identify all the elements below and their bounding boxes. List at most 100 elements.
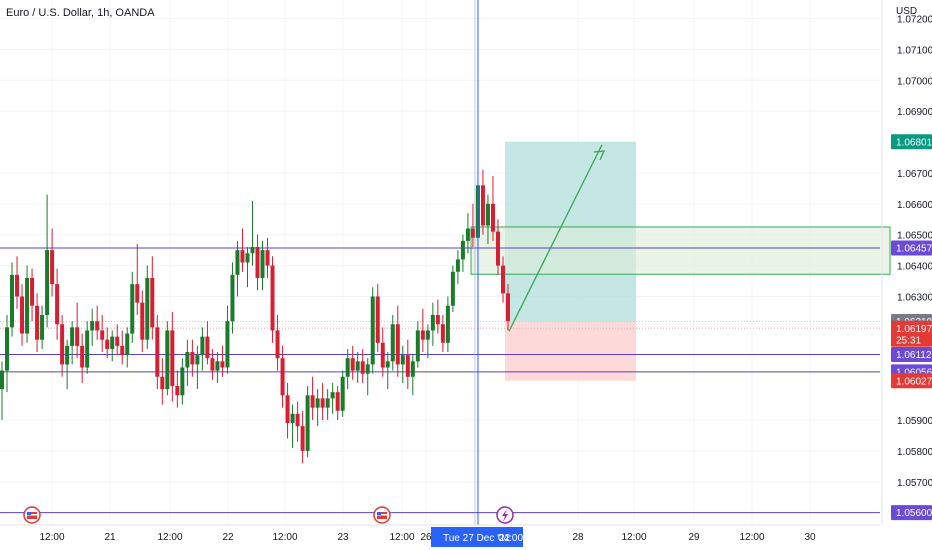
price-tick-label: 1.06600: [897, 200, 932, 211]
horizontal-levels: [0, 247, 880, 514]
price-label-badge[interactable]: 1.06027: [891, 373, 932, 389]
candle-body: [240, 250, 245, 263]
time-tick-label: 22: [222, 532, 234, 543]
candle-body: [410, 361, 415, 377]
candle-body: [115, 336, 120, 346]
price-label-text: 1.06801: [896, 137, 932, 148]
candle-body: [130, 284, 135, 334]
candle-body: [50, 250, 55, 285]
time-tick-label: 12:00: [621, 532, 646, 543]
candle-body: [385, 361, 390, 368]
candle-body: [270, 265, 275, 331]
candle-body: [70, 327, 75, 346]
price-label-bg: [891, 373, 932, 389]
candle-body: [195, 355, 200, 365]
price-tick-label: 1.07100: [897, 45, 932, 56]
candle-body: [420, 330, 425, 340]
candle-body: [445, 305, 450, 343]
candle-body: [190, 352, 195, 365]
time-tick-label: 12:00: [157, 532, 182, 543]
price-label-text: 1.06056: [896, 367, 932, 378]
candle-body: [25, 277, 30, 334]
candle-body: [440, 324, 445, 343]
price-tick-label: 1.06300: [897, 292, 932, 303]
candle-body: [495, 231, 500, 266]
countdown-text: 25:31: [896, 335, 921, 346]
candle-body: [430, 315, 435, 331]
candle-body: [185, 352, 190, 368]
time-tick-label: 26: [420, 532, 432, 543]
stop-loss-zone[interactable]: [505, 321, 636, 381]
candle-body: [375, 296, 380, 343]
candle-body: [345, 358, 350, 377]
price-label-badge[interactable]: 1.06457: [891, 240, 932, 256]
projection-arrow-line[interactable]: [508, 144, 603, 332]
candle-body: [315, 398, 320, 408]
candle-body: [170, 330, 175, 387]
candle-body: [85, 330, 90, 368]
flag-white-stripe: [27, 514, 37, 516]
candle-body: [370, 296, 375, 365]
price-label-bg: [891, 320, 932, 347]
lightning-glyph: [502, 509, 508, 522]
candle-body: [305, 395, 310, 451]
candle-body: [500, 265, 505, 294]
candle-body: [220, 361, 225, 368]
candle-body: [55, 284, 60, 325]
candle-body: [80, 345, 85, 368]
candle-body: [105, 339, 110, 349]
price-tick-label: 1.06400: [897, 262, 932, 273]
flag-canton: [27, 512, 31, 515]
candle-body: [180, 367, 185, 396]
candle-body: [210, 358, 215, 371]
candle-body: [360, 361, 365, 374]
candle-body: [265, 250, 270, 266]
crosshair-hour-text: 04:00: [498, 533, 523, 544]
candle-body: [250, 247, 255, 254]
candle-body: [350, 358, 355, 371]
candle-body: [450, 271, 455, 306]
candle-body: [485, 203, 490, 226]
price-tick-label: 1.05900: [897, 416, 932, 427]
price-tick-label: 1.07000: [897, 76, 932, 87]
candle-body: [460, 240, 465, 260]
crosshair-date-text: Tue 27 Dec '22: [443, 533, 511, 544]
candle-body: [230, 274, 235, 322]
candle-body: [20, 296, 25, 334]
time-tick-label: 29: [688, 532, 700, 543]
candle-body: [380, 342, 385, 368]
candle-body: [125, 333, 130, 356]
price-labels: 1.068011.064571.062191.0619725:311.06112…: [891, 134, 932, 521]
candle-body: [135, 284, 140, 303]
candle-body: [245, 253, 250, 263]
candle-body: [0, 370, 4, 390]
lightning-event-icon[interactable]: [496, 506, 514, 524]
price-label-badge[interactable]: 1.06112: [891, 347, 932, 363]
candle-body: [235, 250, 240, 275]
price-tick-label: 1.06700: [897, 169, 932, 180]
price-label-badge[interactable]: 1.05600: [891, 505, 932, 521]
price-label-text: 1.06027: [896, 376, 932, 387]
candle-body: [175, 386, 180, 396]
price-label-badge[interactable]: 1.06801: [891, 134, 932, 150]
candle-body: [15, 274, 20, 297]
symbol-title[interactable]: Euro / U.S. Dollar, 1h, OANDA: [6, 7, 155, 19]
time-tick-label: 12:00: [739, 532, 764, 543]
price-label-text: 1.05600: [896, 508, 932, 519]
candle-body: [275, 330, 280, 359]
time-tick-label: 30: [804, 532, 816, 543]
demand-zone[interactable]: [470, 226, 891, 275]
candle-body: [75, 327, 80, 346]
crosshair-time-bg: [431, 527, 523, 547]
candle-body: [415, 330, 420, 362]
candle-body: [100, 330, 105, 340]
candle-body: [40, 315, 45, 340]
us-flag-icon[interactable]: [23, 506, 41, 524]
price-label-text: 1.06112: [896, 350, 932, 361]
us-flag-icon[interactable]: [373, 506, 391, 524]
candle-body: [280, 358, 285, 396]
candle-body: [260, 250, 265, 278]
